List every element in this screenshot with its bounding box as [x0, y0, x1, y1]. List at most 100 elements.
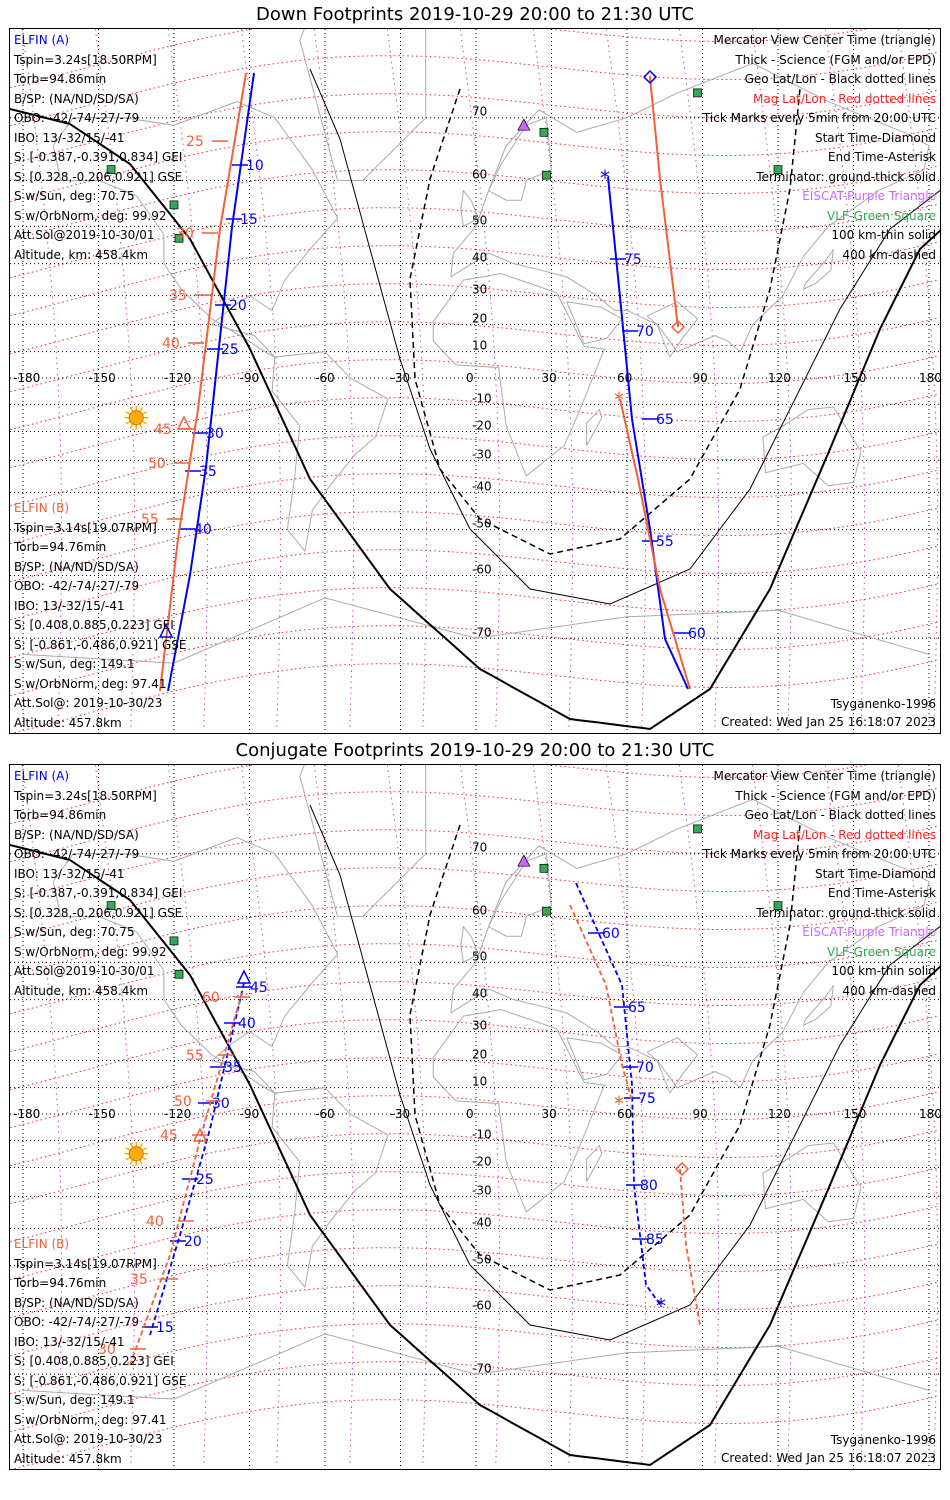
mercator-map: -180 -150 -120 -90 -60 -30 0 30 60 90 120 150 180 70 6… — [10, 765, 940, 1469]
track-tick-label: 60 — [202, 990, 220, 1006]
track-tick-label: 80 — [640, 1178, 658, 1194]
lat-tick-label: 20 — [472, 1048, 487, 1062]
conjugate-footprints-panel: Conjugate Footprints 2019-10-29 20:00 to… — [0, 736, 950, 1476]
elfin-b-header: ELFIN (B) — [14, 501, 70, 515]
lon-tick-label: -60 — [315, 1107, 335, 1121]
lat-tick-label: 40 — [472, 251, 487, 265]
track-tick-label: 20 — [184, 1234, 202, 1250]
map-frame: -180 -150 -120 -90 -60 -30 0 30 60 90 120 150 180 70 6… — [9, 28, 941, 734]
lat-tick-label: -50 — [472, 1253, 492, 1267]
lon-tick-label: -120 — [164, 371, 191, 385]
vlf-station — [174, 233, 184, 243]
vlf-station — [169, 936, 179, 946]
panel-title: Down Footprints 2019-10-29 20:00 to 21:3… — [256, 4, 694, 25]
track-tick-label: 85 — [646, 1232, 664, 1248]
elfin-b-line: B/SP: (NA/ND/SD/SA) — [14, 1295, 139, 1310]
lon-tick-label: 150 — [844, 371, 867, 385]
lat-tick-label: -10 — [472, 1127, 492, 1141]
elfin-a-info: ELFIN (A) Tspin=3.24s[18.50RPM] Torb=94.86… — [14, 767, 182, 1001]
elfin-b-line: Altitude: 457.8km — [14, 715, 122, 730]
track-tick-label: 35 — [199, 464, 217, 480]
vlf-station — [542, 906, 551, 916]
lon-tick-label: 120 — [768, 371, 791, 385]
mag-lat-line — [10, 1167, 939, 1243]
track-tick-label: 25 — [186, 134, 204, 150]
lon-tick-label: 90 — [693, 371, 708, 385]
elfin-a-line: S w/Sun, deg: 70.75 — [14, 925, 135, 939]
coastline — [52, 837, 339, 1094]
elfin-a-line: B/SP: (NA/ND/SD/SA) — [14, 827, 139, 842]
elfin-a-line: Torb=94.86min — [14, 72, 107, 86]
legend-item: VLF-Green Square — [827, 208, 936, 223]
legend-item: Thick - Science (FGM and/or EPD) — [735, 788, 936, 803]
coastline — [22, 1333, 930, 1400]
lat-tick-label: -30 — [472, 447, 492, 461]
elfin-a-line: Tspin=3.24s[18.50RPM] — [14, 788, 157, 803]
lat-tick-label: 20 — [472, 312, 487, 326]
eiscat-station — [517, 854, 531, 867]
elfin-b-line: S w/Sun, deg: 149.1 — [14, 1393, 135, 1407]
track-tick-label: 45 — [250, 980, 268, 996]
legend-item: Mag Lat/Lon - Red dotted lines — [752, 827, 936, 842]
start-diamond — [642, 69, 658, 85]
coastline — [586, 408, 603, 446]
coastline — [802, 985, 834, 1026]
terminator-400km — [409, 824, 801, 1291]
track-tick-label: 60 — [688, 626, 706, 642]
center-triangle — [176, 415, 192, 430]
legend: Mercator View Center Time (triangle) Thic… — [703, 767, 936, 1001]
track-tick-label: 30 — [176, 226, 194, 242]
coastline — [762, 406, 862, 487]
elfin-b-line: S: [-0.861,-0.486,0.921] GSE — [14, 1373, 187, 1388]
lon-tick-label: 30 — [542, 371, 557, 385]
coastline — [586, 1144, 603, 1182]
legend-item: VLF-Green Square — [827, 944, 936, 959]
vlf-station — [773, 901, 783, 911]
coastline — [566, 1037, 623, 1081]
elfin-b-track — [129, 992, 243, 1366]
legend-item: Terminator: ground-thick solid — [756, 905, 936, 920]
elfin-b-line: S: [-0.861,-0.486,0.921] GSE — [14, 637, 187, 652]
lon-tick-label: 30 — [542, 1107, 557, 1121]
elfin-b-line: S w/OrbNorm, deg: 97.41 — [14, 1412, 167, 1427]
track-tick-label: 10 — [246, 158, 264, 174]
lon-tick-label: 0 — [466, 1107, 474, 1121]
terminator-400km — [409, 88, 801, 555]
elfin-b-info: ELFIN (B) Tspin=3.14s[19.07RPM] Torb=94.76… — [14, 1235, 187, 1469]
sun-ray — [129, 1159, 134, 1165]
lon-tick-label: 60 — [617, 1107, 632, 1121]
lon-tick-label: -90 — [240, 1107, 260, 1121]
lat-tick-label: -60 — [472, 1299, 492, 1313]
lon-tick-label: -30 — [391, 371, 411, 385]
sun-ray — [125, 1156, 131, 1161]
lat-tick-label: -20 — [472, 418, 492, 432]
lat-tick-label: -20 — [472, 1154, 492, 1168]
lat-tick-label: -40 — [472, 479, 492, 493]
terminator-100km — [309, 68, 940, 605]
lat-tick-label: -30 — [472, 1183, 492, 1197]
elfin-b-line: Altitude: 457.8km — [14, 1451, 122, 1466]
legend-item: Terminator: ground-thick solid — [756, 169, 936, 184]
end-asterisk: * — [656, 1294, 666, 1318]
sun-icon — [128, 1146, 144, 1162]
sun-ray — [129, 423, 134, 429]
track-tick-label: 65 — [656, 412, 674, 428]
track-tick-label: 70 — [636, 324, 654, 340]
lat-tick-label: 40 — [472, 987, 487, 1001]
terminator-ground — [10, 108, 940, 731]
elfin-a-header: ELFIN (A) — [14, 33, 70, 47]
vlf-station — [693, 88, 702, 98]
sun-ray — [141, 411, 148, 415]
elfin-a-header: ELFIN (A) — [14, 769, 70, 783]
track-tick-label: 70 — [636, 1060, 654, 1076]
legend-item: End Time-Asterisk — [827, 150, 936, 164]
lon-tick-label: 0 — [466, 371, 474, 385]
elfin-b-track — [619, 398, 691, 690]
elfin-a-info: ELFIN (A) Tspin=3.24s[18.50RPM] Torb=94.86… — [14, 31, 182, 265]
track-tick-label: 25 — [221, 342, 239, 358]
legend-item: End Time-Asterisk — [827, 886, 936, 900]
legend-item: Mercator View Center Time (triangle) — [713, 33, 936, 47]
lat-tick-label: -60 — [472, 563, 492, 577]
end-asterisk: * — [614, 1092, 624, 1116]
track-tick-label: 65 — [628, 1000, 646, 1016]
